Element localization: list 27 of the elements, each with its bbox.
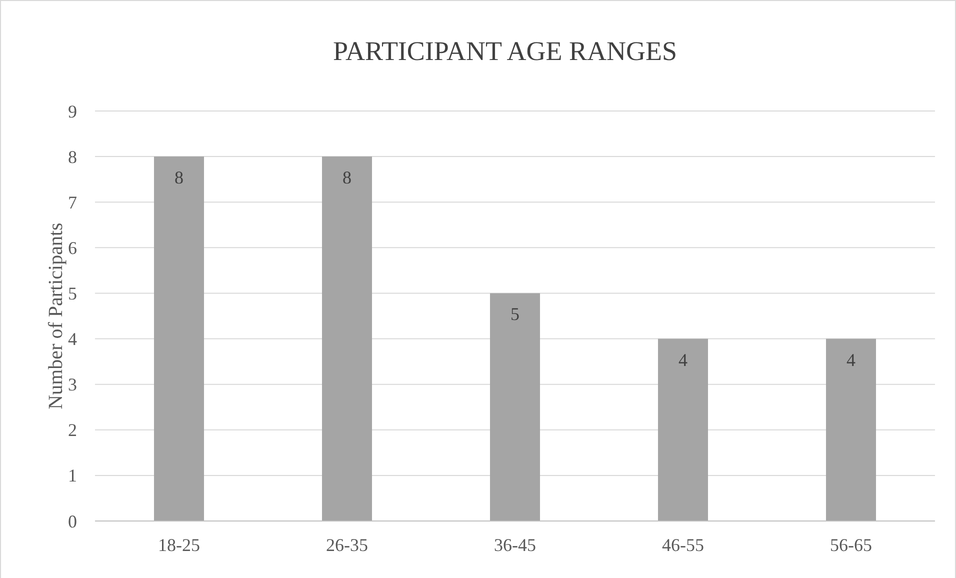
data-label: 4: [846, 350, 856, 370]
x-tick-label: 46-55: [662, 535, 704, 555]
x-tick-label: 18-25: [158, 535, 200, 555]
x-tick-label: 36-45: [494, 535, 536, 555]
y-tick-label: 5: [68, 284, 77, 304]
y-tick-label: 9: [68, 101, 77, 122]
bar: [490, 293, 540, 521]
y-tick-label: 7: [68, 192, 77, 212]
y-tick-label: 1: [68, 466, 77, 486]
y-tick-label: 6: [68, 238, 77, 258]
data-label: 4: [678, 350, 688, 370]
x-tick-label: 56-65: [830, 535, 872, 555]
bar: [322, 156, 372, 521]
data-label: 8: [342, 168, 352, 188]
y-tick-label: 3: [68, 374, 77, 395]
data-label: 8: [174, 168, 184, 188]
x-tick-label: 26-35: [326, 535, 368, 555]
bar: [826, 338, 876, 521]
y-axis-title: Number of Participants: [45, 222, 67, 410]
y-tick-label: 8: [68, 146, 77, 167]
bar: [658, 338, 708, 521]
data-label: 5: [510, 304, 520, 324]
y-tick-label: 0: [68, 511, 77, 532]
y-tick-label: 2: [68, 420, 77, 440]
bar: [154, 156, 204, 521]
y-tick-label: 4: [68, 329, 77, 350]
chart-title: PARTICIPANT AGE RANGES: [333, 36, 677, 66]
